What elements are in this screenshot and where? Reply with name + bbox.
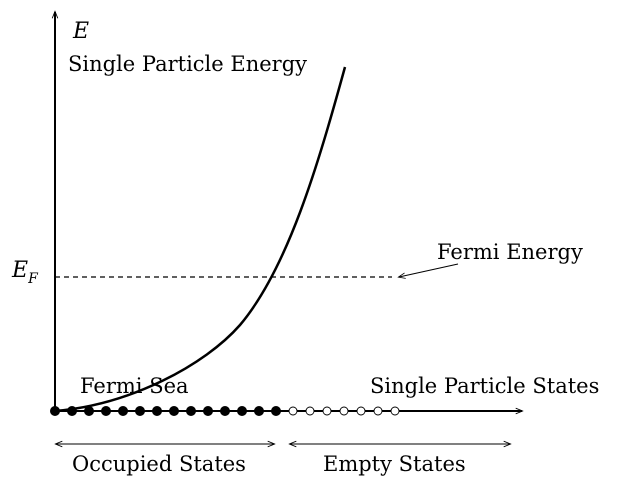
states-axis-label: Single Particle States bbox=[370, 374, 599, 398]
occupied-states-label: Occupied States bbox=[72, 452, 246, 476]
occupied-state-dot bbox=[220, 406, 230, 416]
occupied-state-dot bbox=[254, 406, 264, 416]
empty-state-dot bbox=[390, 406, 400, 416]
fermi-sea-label: Fermi Sea bbox=[80, 374, 189, 398]
state-dots-group bbox=[50, 406, 400, 416]
energy-curve bbox=[54, 66, 347, 413]
occupied-state-dot bbox=[135, 406, 145, 416]
occupied-state-dot bbox=[50, 406, 60, 416]
occupied-state-dot bbox=[101, 406, 111, 416]
occupied-state-dot bbox=[271, 406, 281, 416]
empty-state-dot bbox=[288, 406, 298, 416]
occupied-state-dot bbox=[152, 406, 162, 416]
energy-axis-label: Single Particle Energy bbox=[68, 52, 307, 76]
occupied-state-dot bbox=[118, 406, 128, 416]
occupied-state-dot bbox=[237, 406, 247, 416]
occupied-state-dot bbox=[169, 406, 179, 416]
empty-state-dot bbox=[339, 406, 349, 416]
occupied-state-dot bbox=[203, 406, 213, 416]
energy-axis-symbol: E bbox=[72, 19, 89, 44]
fermi-energy-label: Fermi Energy bbox=[437, 240, 583, 264]
empty-state-dot bbox=[322, 406, 332, 416]
fermi-level-symbol: EF bbox=[11, 258, 39, 287]
empty-state-dot bbox=[356, 406, 366, 416]
occupied-state-dot bbox=[67, 406, 77, 416]
occupied-state-dot bbox=[186, 406, 196, 416]
fermi-energy-pointer bbox=[399, 263, 459, 277]
empty-states-label: Empty States bbox=[323, 452, 466, 476]
occupied-state-dot bbox=[84, 406, 94, 416]
empty-state-dot bbox=[373, 406, 383, 416]
empty-state-dot bbox=[305, 406, 315, 416]
